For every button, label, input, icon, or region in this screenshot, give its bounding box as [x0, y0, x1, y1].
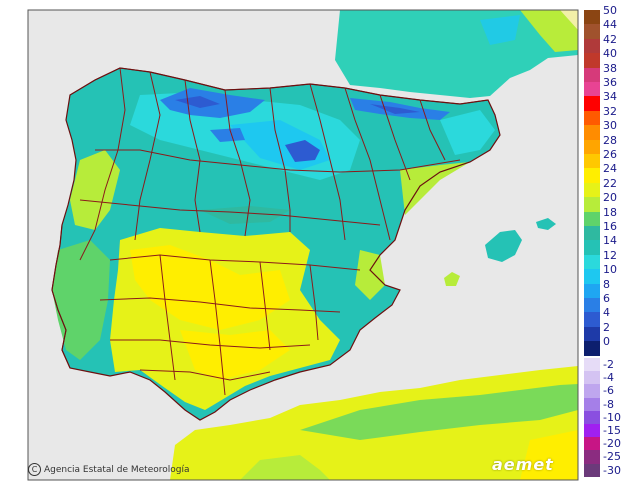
france-land	[335, 10, 578, 98]
legend-label: 44	[603, 18, 617, 32]
legend-label: 32	[603, 104, 617, 118]
legend-label: -25	[603, 450, 621, 464]
legend-swatch	[584, 211, 600, 226]
copyright-icon: C	[28, 463, 41, 476]
legend-swatch	[584, 283, 600, 298]
legend-swatch	[584, 358, 600, 372]
mallorca	[485, 230, 522, 262]
legend-swatch	[584, 125, 600, 140]
legend-swatch	[584, 226, 600, 241]
legend-label: 34	[603, 90, 617, 104]
legend-label: 2	[603, 320, 610, 334]
legend-swatch	[584, 269, 600, 284]
iberia-outline	[51, 67, 501, 421]
aemet-logo: aemet	[492, 455, 554, 474]
legend-swatch	[584, 154, 600, 169]
legend-label: 16	[603, 220, 617, 233]
legend-swatch	[584, 96, 600, 111]
legend-swatch	[584, 326, 600, 342]
legend-label: -30	[603, 463, 621, 477]
legend-label: 26	[603, 148, 617, 161]
legend-swatch	[584, 82, 600, 97]
legend-label: 30	[603, 119, 617, 133]
legend-swatch	[584, 240, 600, 255]
legend-swatch	[584, 254, 600, 270]
legend-label: 10	[603, 263, 617, 277]
legend-label: 42	[603, 32, 617, 46]
legend-label: 36	[603, 76, 617, 89]
iberian-system-cold	[285, 140, 320, 162]
legend-swatch	[584, 463, 600, 477]
menorca	[536, 218, 556, 230]
legend-label: 0	[603, 335, 610, 349]
legend-swatch	[584, 341, 600, 356]
legend-swatch	[584, 24, 600, 39]
legend-label: 38	[603, 61, 617, 75]
legend-label: 22	[603, 176, 617, 190]
legend-label: 40	[603, 47, 617, 61]
legend-swatch	[584, 371, 600, 385]
legend-label: -4	[603, 371, 614, 385]
legend-swatch	[584, 53, 600, 68]
legend-swatch	[584, 397, 600, 411]
legend-swatch	[584, 437, 600, 451]
legend-swatch	[584, 312, 600, 327]
legend-label: 20	[603, 191, 617, 205]
legend-label: 4	[603, 306, 610, 320]
legend-swatch	[584, 139, 600, 154]
legend-label: -20	[603, 437, 621, 451]
legend-label: 28	[603, 133, 617, 147]
legend-swatch	[584, 182, 600, 198]
credit-text: Agencia Estatal de Meteorología	[44, 465, 190, 475]
legend-swatch	[584, 410, 600, 424]
legend-swatch	[584, 298, 600, 313]
legend-label: 6	[603, 292, 610, 305]
legend-swatch	[584, 168, 600, 183]
legend-swatch	[584, 384, 600, 398]
legend-label: 24	[603, 162, 617, 176]
legend-swatch	[584, 67, 600, 82]
legend-label: -15	[603, 424, 621, 437]
legend-label: -2	[603, 358, 614, 371]
legend-swatch	[584, 424, 600, 438]
legend-label: 12	[603, 248, 617, 262]
legend-swatch	[584, 10, 600, 25]
legend-label: -6	[603, 384, 614, 398]
legend-label: -8	[603, 397, 614, 411]
legend-label: -10	[603, 410, 621, 424]
legend-label: 14	[603, 234, 617, 248]
credit-line: C Agencia Estatal de Meteorología	[28, 463, 190, 476]
legend-swatch	[584, 450, 600, 464]
legend-label: 50	[603, 4, 617, 17]
legend-label: 8	[603, 277, 610, 291]
legend-swatch	[584, 110, 600, 126]
legend-swatch	[584, 38, 600, 54]
legend-label: 18	[603, 205, 617, 219]
ibiza	[444, 272, 460, 286]
legend-swatch	[584, 197, 600, 212]
